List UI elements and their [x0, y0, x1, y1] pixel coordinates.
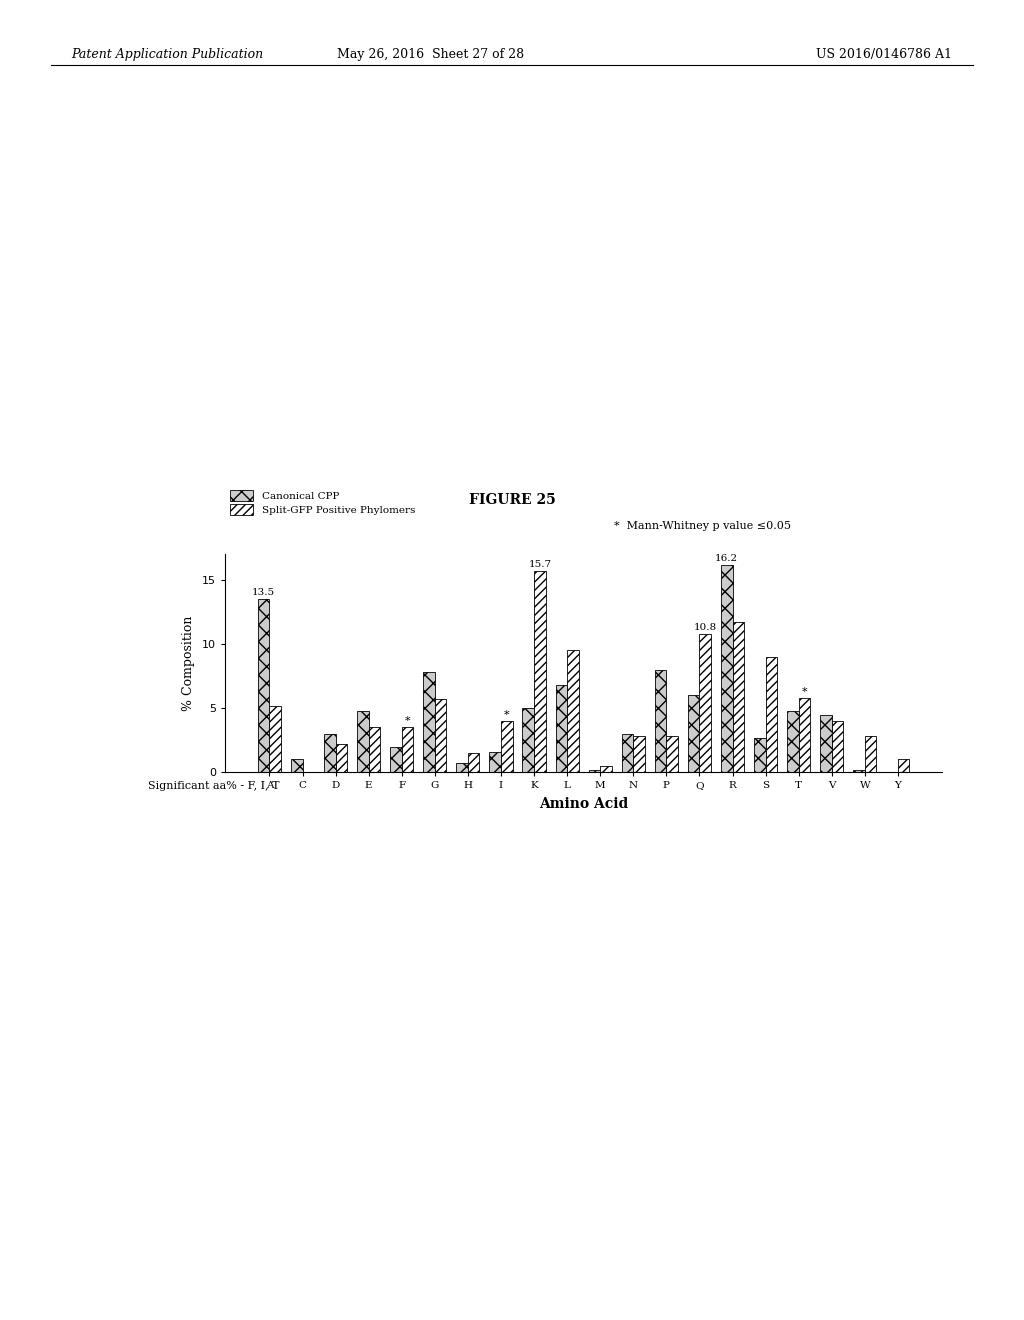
Bar — [721, 565, 732, 772]
Bar — [732, 622, 744, 772]
Bar — [853, 770, 865, 772]
Text: 13.5: 13.5 — [252, 589, 275, 598]
Text: *: * — [802, 686, 807, 697]
Bar — [799, 698, 810, 772]
Text: *: * — [504, 710, 510, 719]
Bar — [622, 734, 633, 772]
Text: Significant aa% - F, I, T: Significant aa% - F, I, T — [148, 781, 280, 792]
Bar — [489, 751, 501, 772]
Text: US 2016/0146786 A1: US 2016/0146786 A1 — [816, 48, 952, 61]
Bar — [589, 770, 600, 772]
Bar — [468, 752, 479, 772]
Bar — [435, 700, 446, 772]
Text: May 26, 2016  Sheet 27 of 28: May 26, 2016 Sheet 27 of 28 — [337, 48, 523, 61]
Bar — [401, 727, 414, 772]
Bar — [357, 710, 369, 772]
Text: 16.2: 16.2 — [715, 553, 738, 562]
Bar — [699, 634, 711, 772]
Bar — [457, 763, 468, 772]
Bar — [766, 657, 777, 772]
Text: Patent Application Publication: Patent Application Publication — [72, 48, 264, 61]
Bar — [688, 696, 699, 772]
Bar — [369, 727, 380, 772]
Text: 15.7: 15.7 — [528, 560, 551, 569]
Bar — [865, 737, 877, 772]
Bar — [501, 721, 513, 772]
Bar — [423, 672, 435, 772]
Bar — [654, 669, 667, 772]
Bar — [820, 714, 831, 772]
Bar — [390, 747, 401, 772]
Bar — [324, 734, 336, 772]
Bar — [269, 706, 281, 772]
Bar — [535, 572, 546, 772]
Text: 10.8: 10.8 — [693, 623, 717, 632]
Bar — [291, 759, 302, 772]
Text: *: * — [404, 715, 411, 726]
Bar — [831, 721, 844, 772]
Text: *  Mann-Whitney p value ≤0.05: * Mann-Whitney p value ≤0.05 — [614, 520, 792, 531]
Bar — [754, 738, 766, 772]
Legend: Canonical CPP, Split-GFP Positive Phylomers: Canonical CPP, Split-GFP Positive Phylom… — [230, 490, 415, 515]
Text: FIGURE 25: FIGURE 25 — [469, 492, 555, 507]
Bar — [667, 737, 678, 772]
Bar — [600, 766, 611, 772]
Bar — [336, 744, 347, 772]
Bar — [556, 685, 567, 772]
Bar — [567, 651, 579, 772]
Bar — [258, 599, 269, 772]
Bar — [522, 708, 535, 772]
X-axis label: Amino Acid: Amino Acid — [539, 797, 629, 812]
Bar — [633, 737, 645, 772]
Bar — [787, 710, 799, 772]
Bar — [898, 759, 909, 772]
Y-axis label: % Composition: % Composition — [182, 615, 196, 711]
